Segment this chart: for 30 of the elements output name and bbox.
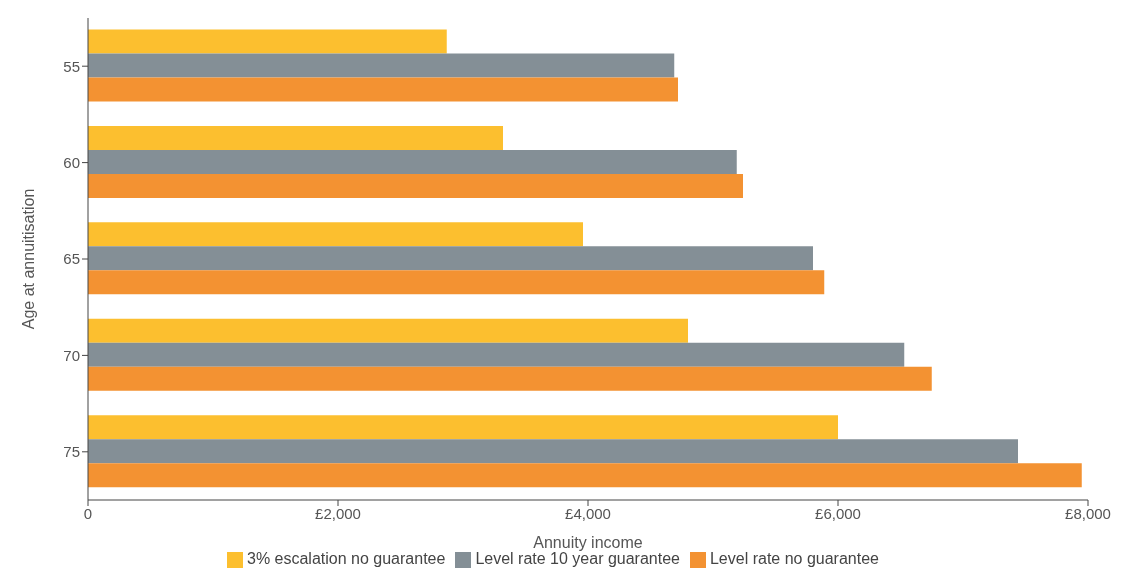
bar [88,366,932,391]
bar [88,173,743,198]
legend-label: Level rate no guarantee [709,550,879,567]
legend-label: 3% escalation no guarantee [247,550,446,567]
bar [88,125,503,150]
y-tick-label: 65 [63,250,80,268]
y-tick-label: 75 [63,443,80,461]
y-tick-label: 60 [63,153,80,171]
bar [88,149,737,174]
x-tick-label: £8,000 [1065,504,1111,522]
x-tick-label: 0 [83,504,93,522]
bar [88,77,678,102]
bar [88,342,905,367]
y-axis-title: Age at annuitisation [19,188,37,330]
bar [88,270,825,295]
bar [88,318,688,343]
bar [88,222,583,247]
bar [88,439,1018,464]
bar [88,53,675,78]
x-tick-label: £6,000 [815,504,861,522]
legend-label: Level rate 10 year guarantee [475,550,680,567]
y-tick-label: 55 [63,57,80,75]
y-tick-label: 70 [63,346,80,364]
bar [88,246,813,271]
bar [88,29,447,54]
x-tick-label: £2,000 [315,504,361,522]
x-tick-label: £4,000 [565,504,611,522]
bar [88,463,1082,488]
x-axis-title: Annuity income [533,534,643,551]
bar [88,415,838,440]
